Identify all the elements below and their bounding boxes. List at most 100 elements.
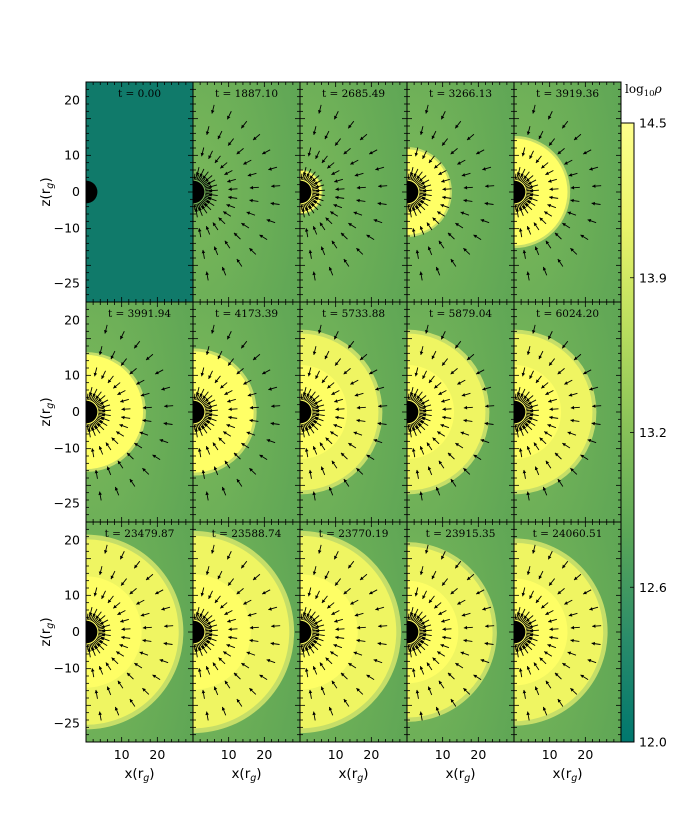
arrow-head — [120, 555, 124, 560]
arrow-shaft — [415, 199, 421, 205]
arrow-head — [435, 266, 440, 271]
x-axis-label: x(rg) — [231, 766, 261, 784]
arrow-head — [580, 674, 585, 679]
arrow-head — [431, 355, 436, 360]
arrow-head — [270, 641, 275, 646]
panel-time-label: t = 23588.74 — [212, 528, 282, 540]
arrow-head — [142, 405, 147, 410]
arrow-head — [442, 195, 446, 200]
arrow-shaft — [302, 173, 305, 180]
arrow-head — [208, 192, 213, 197]
arrow-head — [301, 648, 306, 652]
arrow-head — [241, 223, 245, 227]
arrow-shaft — [92, 641, 98, 648]
arrow-head — [549, 195, 553, 200]
arrow-shaft — [411, 423, 415, 430]
arrow-shaft — [307, 200, 313, 206]
velocity-arrows — [514, 104, 602, 281]
arrow-head — [268, 167, 272, 171]
arrow-head — [227, 179, 231, 183]
arrow-shaft — [411, 174, 415, 181]
arrow-head — [419, 131, 424, 135]
arrow-head — [335, 627, 339, 632]
arrow-head — [356, 185, 361, 190]
y-tick-label: 0 — [72, 404, 80, 419]
arrow-head — [557, 699, 562, 703]
arrow-shaft — [306, 201, 312, 208]
arrow-head — [547, 204, 552, 208]
arrow-head — [460, 651, 465, 655]
arrow-head — [360, 576, 364, 581]
arrow-head — [549, 627, 553, 632]
arrow-shaft — [204, 405, 211, 409]
arrow-head — [208, 637, 212, 641]
arrow-head — [116, 651, 120, 655]
arrow-head — [236, 259, 241, 263]
arrow-head — [233, 672, 238, 677]
arrow-head — [313, 420, 318, 425]
arrow-head — [554, 452, 559, 457]
arrow-head — [117, 460, 122, 465]
arrow-head — [438, 391, 443, 395]
arrow-shaft — [201, 199, 207, 205]
arrow-shaft — [407, 173, 410, 180]
arrow-shaft — [418, 195, 425, 199]
arrow-shaft — [307, 618, 313, 624]
arrow-head — [161, 387, 165, 391]
arrow-head — [568, 613, 573, 617]
arrow-shaft — [202, 638, 209, 644]
arrow-shaft — [302, 424, 305, 431]
arrow-head — [253, 576, 257, 581]
arrow-head — [424, 110, 429, 114]
arrow-head — [91, 647, 95, 652]
arrow-shaft — [414, 178, 420, 184]
arrow-head — [220, 604, 224, 609]
arrow-shaft — [197, 203, 201, 210]
arrow-head — [533, 222, 538, 227]
arrow-head — [208, 408, 213, 413]
black-hole — [514, 620, 526, 644]
arrow-head — [213, 686, 218, 691]
arrow-shaft — [411, 394, 415, 401]
arrow-head — [580, 454, 585, 459]
arrow-head — [140, 393, 145, 397]
arrow-head — [415, 689, 420, 694]
arrow-head — [106, 466, 111, 471]
arrow-shaft — [95, 418, 102, 424]
arrow-shaft — [522, 619, 528, 625]
arrow-head — [473, 674, 478, 679]
arrow-head — [549, 187, 553, 192]
arrow-shaft — [526, 632, 533, 635]
arrow-shaft — [198, 642, 203, 649]
arrow-shaft — [197, 614, 201, 621]
arrow-shaft — [514, 173, 517, 180]
arrow-head — [455, 124, 459, 129]
arrow-shaft — [93, 398, 99, 404]
arrow-head — [455, 223, 459, 227]
arrow-shaft — [195, 644, 198, 651]
arrow-head — [541, 384, 545, 389]
arrow-head — [476, 370, 480, 375]
arrow-shaft — [204, 195, 211, 199]
arrow-shaft — [198, 175, 203, 182]
arrow-head — [467, 576, 471, 581]
arrow-head — [198, 207, 202, 212]
arrow-head — [249, 625, 254, 630]
arrow-head — [315, 375, 319, 379]
arrow-head — [120, 335, 124, 340]
arrow-shaft — [411, 203, 415, 210]
arrow-shaft — [312, 627, 319, 630]
arrow-shaft — [92, 396, 98, 403]
arrow-head — [482, 607, 486, 611]
arrow-head — [114, 706, 119, 711]
arrow-shaft — [94, 619, 100, 625]
black-hole — [407, 400, 419, 424]
arrow-head — [268, 387, 272, 391]
arrow-shaft — [303, 203, 307, 210]
arrow-head — [271, 404, 275, 408]
arrow-shaft — [308, 419, 314, 425]
arrow-shaft — [525, 624, 532, 628]
arrow-head — [236, 699, 241, 703]
arrow-shaft — [95, 620, 102, 626]
arrow-shaft — [410, 614, 414, 621]
